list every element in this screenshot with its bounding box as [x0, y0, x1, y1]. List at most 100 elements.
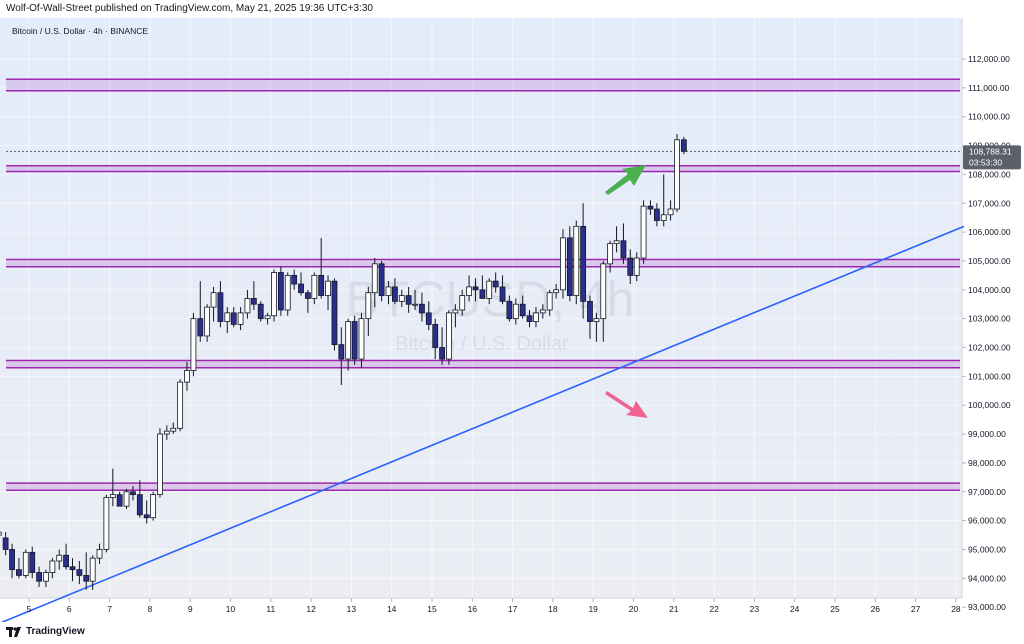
candle-bull	[237, 312, 244, 325]
time-tick-label: 12	[306, 604, 316, 614]
candle-bull	[43, 572, 49, 582]
candle-bull	[358, 318, 365, 360]
time-tick-label: 19	[588, 604, 598, 614]
candle-bull	[56, 554, 63, 562]
price-chart[interactable]: BTCUSD, 4h Bitcoin / U.S. Dollar 93,000.…	[0, 18, 1024, 622]
logo-wedge	[14, 626, 21, 637]
candle-bear	[653, 208, 660, 221]
chart-area[interactable]: BTCUSD, 4h Bitcoin / U.S. Dollar 93,000.…	[0, 18, 1024, 622]
time-tick-label: 16	[468, 604, 478, 614]
down-arrow[interactable]	[605, 391, 648, 418]
candle-bear	[405, 295, 412, 305]
candle-bull	[553, 289, 560, 294]
candle-bull	[398, 295, 405, 302]
candle-bull	[22, 551, 29, 576]
author-name[interactable]: Wolf-Of-Wall-Street	[6, 3, 93, 14]
candle-bear	[304, 292, 311, 299]
zone-fill[interactable]	[6, 165, 960, 172]
candle-bear	[566, 237, 573, 296]
price-tick-label: 99,000.00	[968, 429, 1006, 439]
candle-bear	[83, 575, 90, 582]
price-tick-label: 104,000.00	[968, 285, 1011, 295]
candle-bull	[264, 315, 271, 320]
time-tick-label: 26	[871, 604, 881, 614]
candle-bear	[130, 491, 136, 496]
time-axis-background[interactable]	[0, 598, 962, 622]
zone-fill[interactable]	[6, 259, 960, 267]
candle-bull	[0, 531, 2, 536]
candle-bear	[526, 315, 533, 322]
price-tag-price: 108,788.31	[969, 146, 1012, 156]
trendline[interactable]	[0, 225, 965, 622]
candle-bear	[338, 344, 345, 360]
candle-bear	[472, 286, 479, 291]
candle-bear	[9, 549, 15, 571]
price-tick-label: 110,000.00	[968, 112, 1010, 122]
price-axis[interactable]: 93,000.00 94,000.00 95,000.00 96,000.00 97,0…	[962, 54, 1011, 612]
candle-bull	[539, 309, 546, 314]
price-tick-label: 102,000.00	[968, 343, 1011, 353]
price-tick-label: 97,000.00	[968, 487, 1006, 497]
price-tick-label: 105,000.00	[968, 256, 1011, 266]
candle-bull	[204, 306, 211, 337]
candle-bull	[103, 497, 110, 550]
zone-fill[interactable]	[6, 360, 960, 368]
candle-bear	[627, 257, 634, 276]
candle-bear	[392, 286, 398, 302]
candle-bull	[533, 312, 539, 322]
candles	[0, 134, 687, 590]
footer: TradingView	[0, 622, 1024, 644]
price-tick-label: 108,000.00	[968, 169, 1011, 179]
candle-bear	[318, 274, 325, 296]
candle-bull	[163, 430, 170, 435]
candle-bear	[257, 303, 264, 320]
price-tick-label: 107,000.00	[968, 198, 1011, 208]
candle-bear	[36, 572, 42, 582]
candle-bull	[96, 549, 103, 559]
candle-bear	[76, 569, 83, 576]
candle-bull	[674, 139, 680, 210]
grid-lines	[0, 18, 962, 608]
candle-bull	[446, 312, 452, 360]
price-tick-label: 96,000.00	[968, 516, 1006, 526]
publish-header: Wolf-Of-Wall-Street published on Trading…	[0, 0, 1024, 18]
resistance-zones[interactable]	[6, 78, 960, 492]
candle-bull	[613, 240, 620, 245]
time-tick-label: 25	[830, 604, 840, 614]
time-tick-label: 9	[188, 604, 193, 614]
candle-bull	[459, 295, 466, 311]
price-axis-background[interactable]	[962, 18, 1024, 622]
candle-bull	[640, 205, 647, 259]
candle-bear	[680, 139, 687, 152]
candle-bull	[466, 286, 472, 296]
candle-bull	[311, 274, 318, 299]
price-tick-label: 95,000.00	[968, 544, 1006, 554]
zone-fill[interactable]	[6, 483, 960, 491]
candle-bull	[412, 303, 418, 306]
candle-bull	[633, 257, 640, 276]
candle-bull	[560, 237, 566, 291]
tradingview-logo[interactable]: TradingView	[6, 626, 85, 637]
time-axis[interactable]: 5 6 7 8 9 10 11 12 13 14 15 16 17 18 19 20 21 22 23 24 25 26 2…	[27, 598, 961, 614]
candle-bear	[63, 554, 69, 568]
zone-fill[interactable]	[6, 79, 960, 91]
price-tick-label: 101,000.00	[968, 371, 1011, 381]
candle-bear	[647, 205, 654, 210]
price-tick-label: 112,000.00	[968, 54, 1010, 64]
candle-bear	[492, 280, 499, 288]
candle-bull	[593, 318, 600, 322]
candle-bear	[331, 280, 338, 346]
candle-bull	[109, 494, 116, 498]
candle-bear	[143, 514, 150, 519]
watermark: BTCUSD, 4h Bitcoin / U.S. Dollar	[346, 271, 635, 355]
candle-bull	[157, 433, 163, 496]
candle-bull	[284, 274, 291, 311]
time-tick-label: 23	[750, 604, 760, 614]
candle-bear	[587, 300, 593, 322]
symbol-label[interactable]: Bitcoin / U.S. Dollar · 4h · BINANCE	[12, 26, 149, 36]
time-tick-label: 17	[508, 604, 518, 614]
last-price-tag: 108,788.31 03:53:30	[963, 145, 1021, 170]
chart-background	[0, 18, 962, 598]
up-arrow[interactable]	[605, 165, 646, 195]
time-tick-label: 5	[27, 604, 32, 614]
